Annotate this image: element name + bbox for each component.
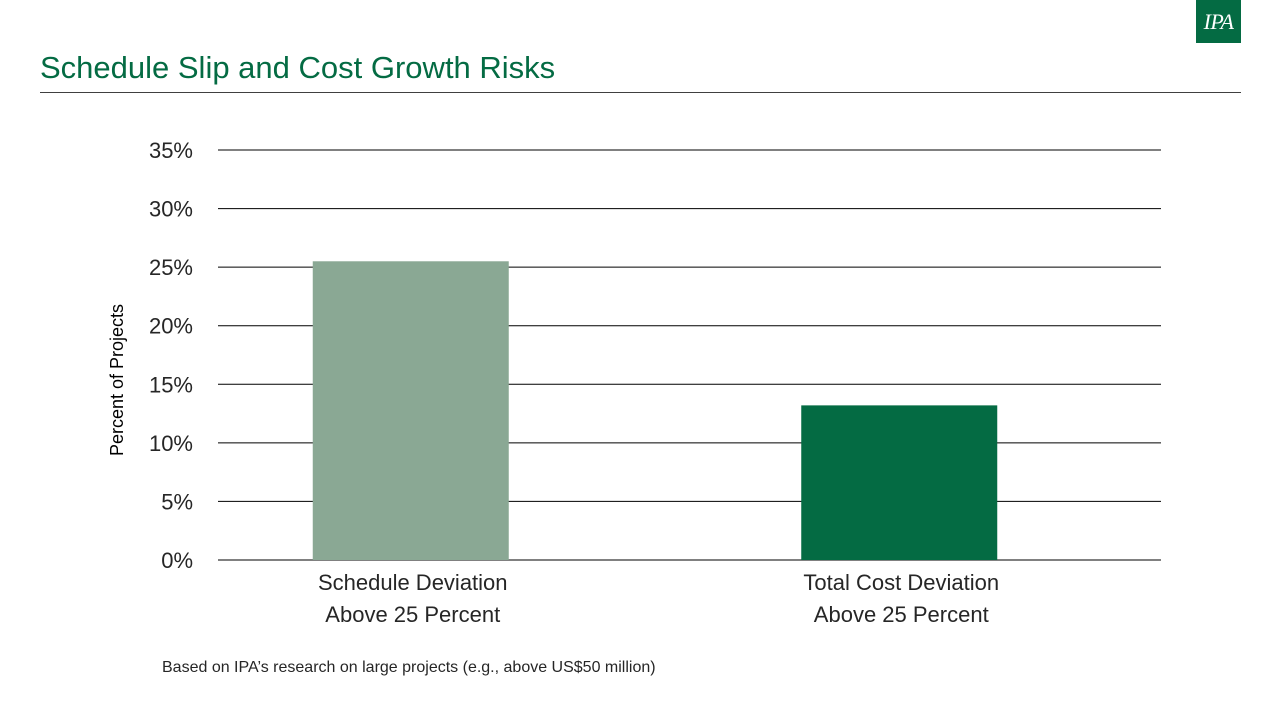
- y-tick-label: 10%: [149, 431, 193, 456]
- y-tick-label: 35%: [149, 138, 193, 163]
- y-tick-label: 15%: [149, 372, 193, 397]
- y-axis-label: Percent of Projects: [107, 304, 127, 456]
- y-tick-label: 0%: [161, 548, 193, 573]
- footnote: Based on IPA’s research on large project…: [162, 659, 656, 676]
- y-tick-label: 30%: [149, 197, 193, 222]
- page-title: Schedule Slip and Cost Growth Risks: [40, 50, 556, 85]
- y-tick-label: 20%: [149, 314, 193, 339]
- bar: [801, 405, 998, 560]
- bar: [312, 261, 509, 560]
- title-divider: [40, 92, 1241, 93]
- y-tick-labels: 0% 5% 10% 15% 20% 25% 30% 35%: [149, 138, 193, 573]
- ipa-logo: IPA: [1196, 0, 1241, 43]
- y-tick-label: 5%: [161, 489, 193, 514]
- y-tick-label: 25%: [149, 255, 193, 280]
- x-tick-label: Schedule Deviation: [318, 570, 508, 595]
- bar-chart: 0% 5% 10% 15% 20% 25% 30% 35% Schedule Deviatio…: [107, 138, 1161, 627]
- bars: [312, 261, 998, 560]
- x-tick-label: Total Cost Deviation: [803, 570, 999, 595]
- x-tick-labels: Schedule Deviation Above 25 Percent Total …: [318, 570, 999, 627]
- x-tick-label: Above 25 Percent: [814, 602, 989, 627]
- x-tick-label: Above 25 Percent: [325, 602, 500, 627]
